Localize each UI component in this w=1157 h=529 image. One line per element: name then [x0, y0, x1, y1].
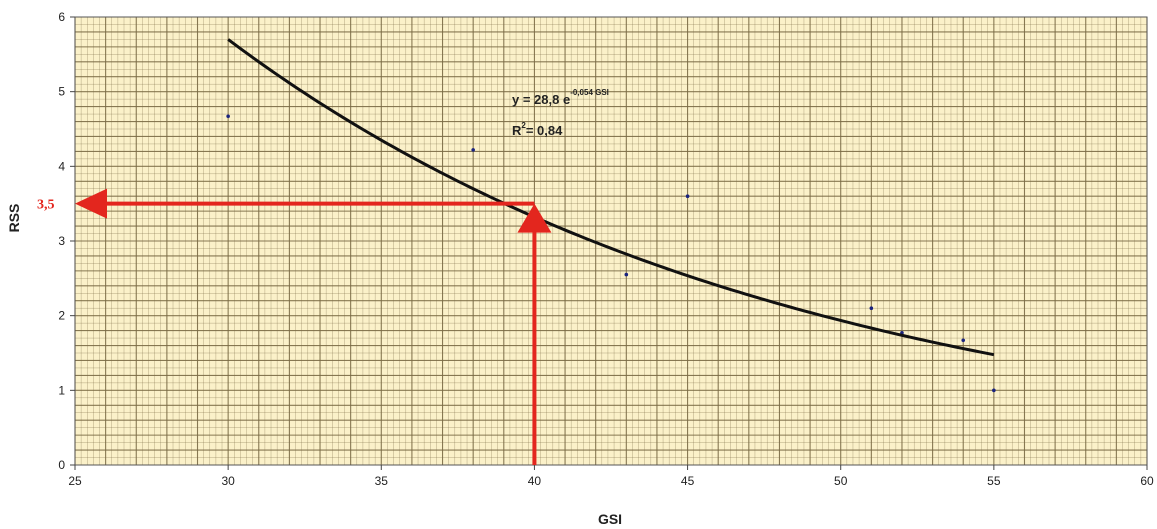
x-ticks: 25 30 35 40 45 50 55 60	[68, 465, 1154, 488]
x-tick-label: 35	[375, 474, 389, 488]
y-tick-label: 3	[58, 234, 65, 248]
marker-value-label: 3,5	[37, 198, 55, 213]
marker-left-arrowhead	[75, 188, 107, 219]
r-squared: R2= 0,84	[512, 121, 563, 138]
x-tick-label: 45	[681, 474, 695, 488]
r2-prefix: R	[512, 123, 522, 138]
y-tick-label: 5	[58, 85, 65, 99]
y-tick-label: 2	[58, 309, 65, 323]
x-axis-label: GSI	[598, 511, 622, 527]
data-point	[992, 388, 996, 393]
y-ticks: 0 1 2 3 4 5 6	[58, 10, 75, 472]
x-tick-label: 60	[1140, 474, 1154, 488]
grid	[74, 16, 1148, 466]
x-tick-label: 55	[987, 474, 1001, 488]
x-tick-label: 50	[834, 474, 848, 488]
marker-arrows: 3,5	[37, 188, 552, 465]
y-tick-label: 0	[58, 458, 65, 472]
data-point	[869, 306, 874, 311]
x-tick-label: 30	[221, 474, 235, 488]
y-tick-label: 6	[58, 10, 65, 24]
r2-value: = 0,84	[526, 123, 563, 138]
data-points	[226, 114, 996, 393]
data-point	[685, 194, 690, 198]
r2-sup: 2	[521, 121, 526, 130]
equation-exponent: -0,054 GSI	[570, 88, 609, 97]
y-axis-label: RSS	[6, 204, 22, 233]
marker-up-arrowhead	[517, 203, 552, 233]
data-point	[961, 338, 966, 343]
equation-prefix: y = 28,8 e	[512, 92, 570, 107]
equation: y = 28,8 e-0,054 GSI	[512, 88, 609, 107]
x-tick-label: 25	[68, 474, 82, 488]
data-point	[624, 272, 629, 277]
y-tick-label: 1	[58, 383, 65, 397]
x-tick-label: 40	[528, 474, 542, 488]
y-tick-label: 4	[58, 159, 65, 173]
data-point	[226, 114, 230, 119]
data-point	[471, 148, 475, 152]
trendline	[227, 38, 995, 357]
